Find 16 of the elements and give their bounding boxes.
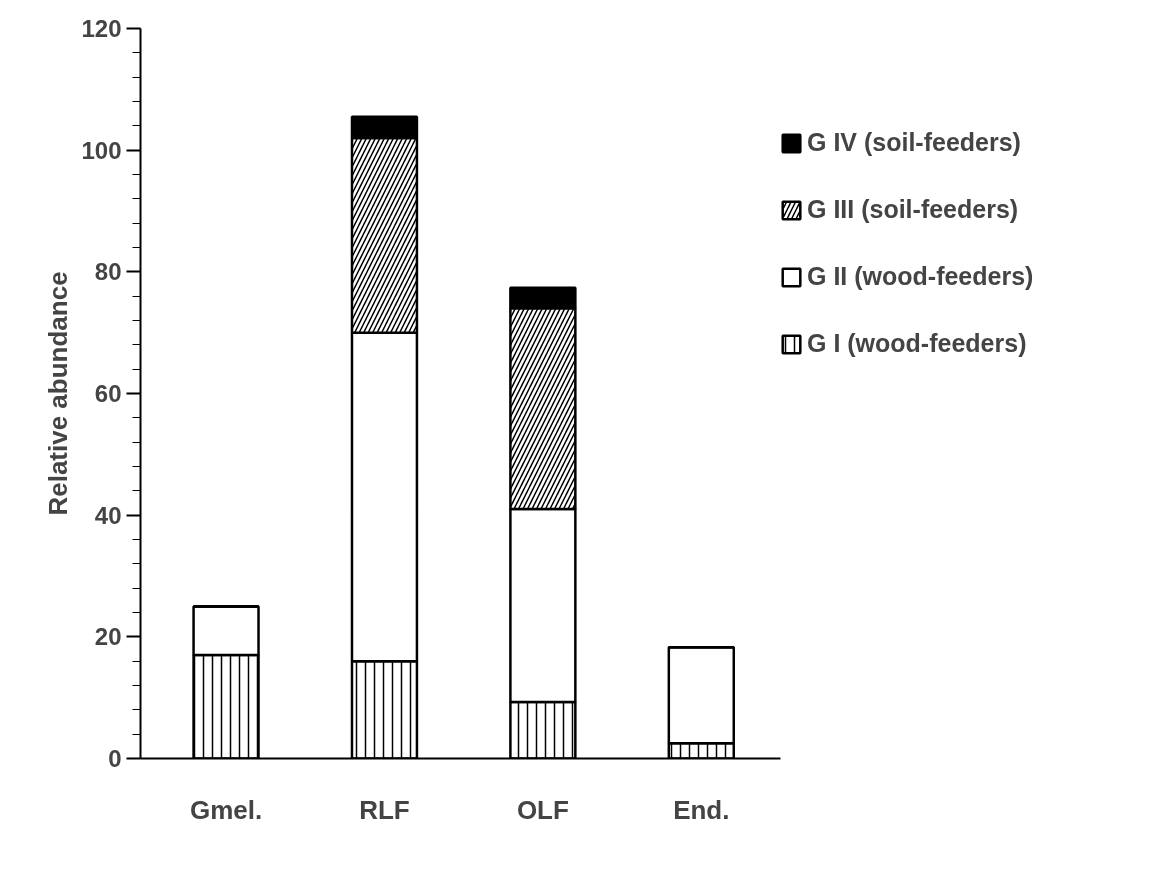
y-tick-label: 60: [94, 380, 122, 407]
y-tick-label: 0: [108, 745, 122, 772]
y-tick-label: 120: [81, 15, 122, 42]
legend-label: G IV (soil-feeders): [807, 128, 1021, 157]
x-tick-label: RLF: [359, 794, 410, 825]
x-tick-label: OLF: [516, 794, 569, 825]
y-tick-label: 100: [81, 136, 122, 164]
y-tick-label: 40: [94, 501, 122, 529]
legend-label: G III (soil-feeders): [807, 195, 1019, 224]
x-tick-label: Gmel.: [189, 794, 263, 825]
x-tick-label: End.: [673, 794, 730, 825]
y-tick-label: 20: [94, 623, 122, 651]
legend-label: G II (wood-feeders): [807, 262, 1034, 291]
y-tick-label: 80: [94, 258, 122, 286]
y-axis-title: Relative abundance: [43, 271, 74, 516]
legend-label: G I (wood-feeders): [807, 329, 1027, 358]
